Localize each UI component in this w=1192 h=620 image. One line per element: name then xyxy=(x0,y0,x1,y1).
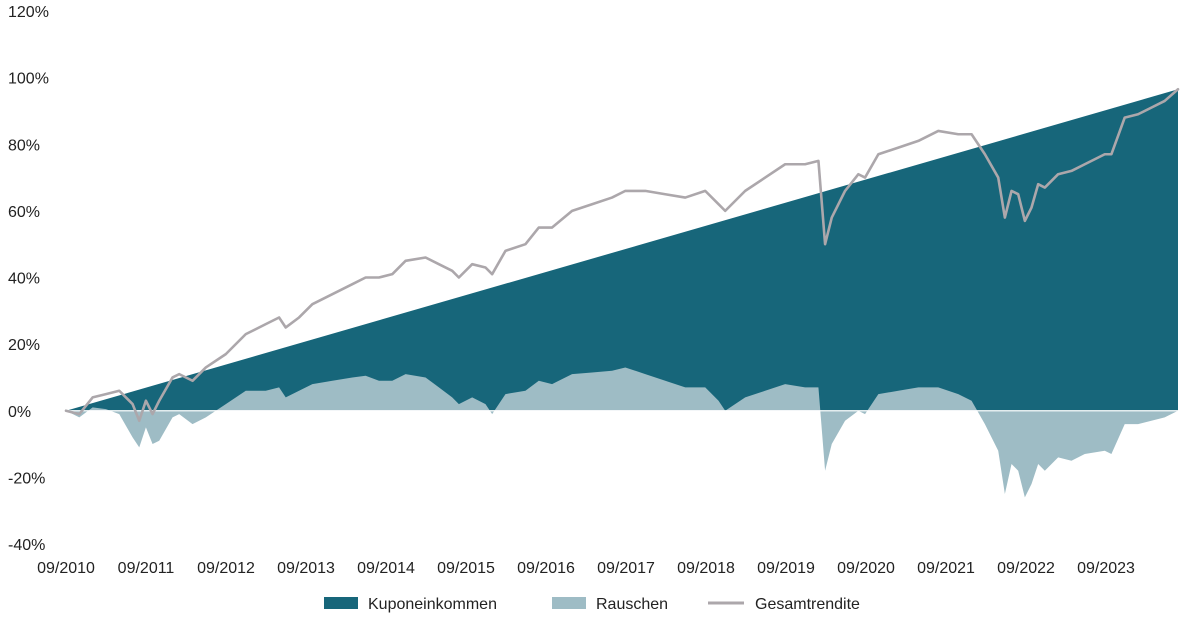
y-tick-label: 80% xyxy=(8,137,40,154)
series-line-gesamtrendite xyxy=(64,87,1180,423)
series-area-rauschen xyxy=(66,367,1178,498)
y-tick-label: 120% xyxy=(8,4,49,21)
x-tick-label: 09/2018 xyxy=(677,560,735,577)
y-tick-label: -20% xyxy=(8,470,45,487)
legend-swatch-kuponeinkommen xyxy=(324,597,358,609)
x-tick-label: 09/2023 xyxy=(1077,560,1135,577)
y-tick-labels: -40% -20% 0% 20% 40% 60% 80% 100% 120% xyxy=(8,4,49,554)
x-tick-label: 09/2015 xyxy=(437,560,495,577)
x-tick-label: 09/2016 xyxy=(517,560,575,577)
area-layer xyxy=(66,89,1178,498)
x-tick-label: 09/2014 xyxy=(357,560,415,577)
y-tick-label: 100% xyxy=(8,71,49,88)
y-tick-label: -40% xyxy=(8,537,45,554)
line-layer xyxy=(64,87,1180,423)
x-tick-label: 09/2021 xyxy=(917,560,975,577)
legend: Kuponeinkommen Rauschen Gesamtrendite xyxy=(324,596,860,613)
y-tick-label: 20% xyxy=(8,337,40,354)
x-tick-label: 09/2013 xyxy=(277,560,335,577)
legend-label-gesamtrendite: Gesamtrendite xyxy=(755,596,860,613)
x-tick-label: 09/2020 xyxy=(837,560,895,577)
y-tick-label: 60% xyxy=(8,204,40,221)
x-tick-labels: 09/2010 09/2011 09/2012 09/2013 09/2014 09/20… xyxy=(37,560,1135,577)
x-tick-label: 09/2012 xyxy=(197,560,255,577)
legend-label-rauschen: Rauschen xyxy=(596,596,668,613)
x-tick-label: 09/2017 xyxy=(597,560,655,577)
y-tick-label: 0% xyxy=(8,404,31,421)
x-tick-label: 09/2010 xyxy=(37,560,95,577)
legend-label-kuponeinkommen: Kuponeinkommen xyxy=(368,596,497,613)
x-tick-label: 09/2011 xyxy=(118,560,175,577)
y-tick-label: 40% xyxy=(8,271,40,288)
series-area-kuponeinkommen xyxy=(66,89,1178,411)
legend-swatch-rauschen xyxy=(552,597,586,609)
x-tick-label: 09/2022 xyxy=(997,560,1055,577)
x-tick-label: 09/2019 xyxy=(757,560,815,577)
